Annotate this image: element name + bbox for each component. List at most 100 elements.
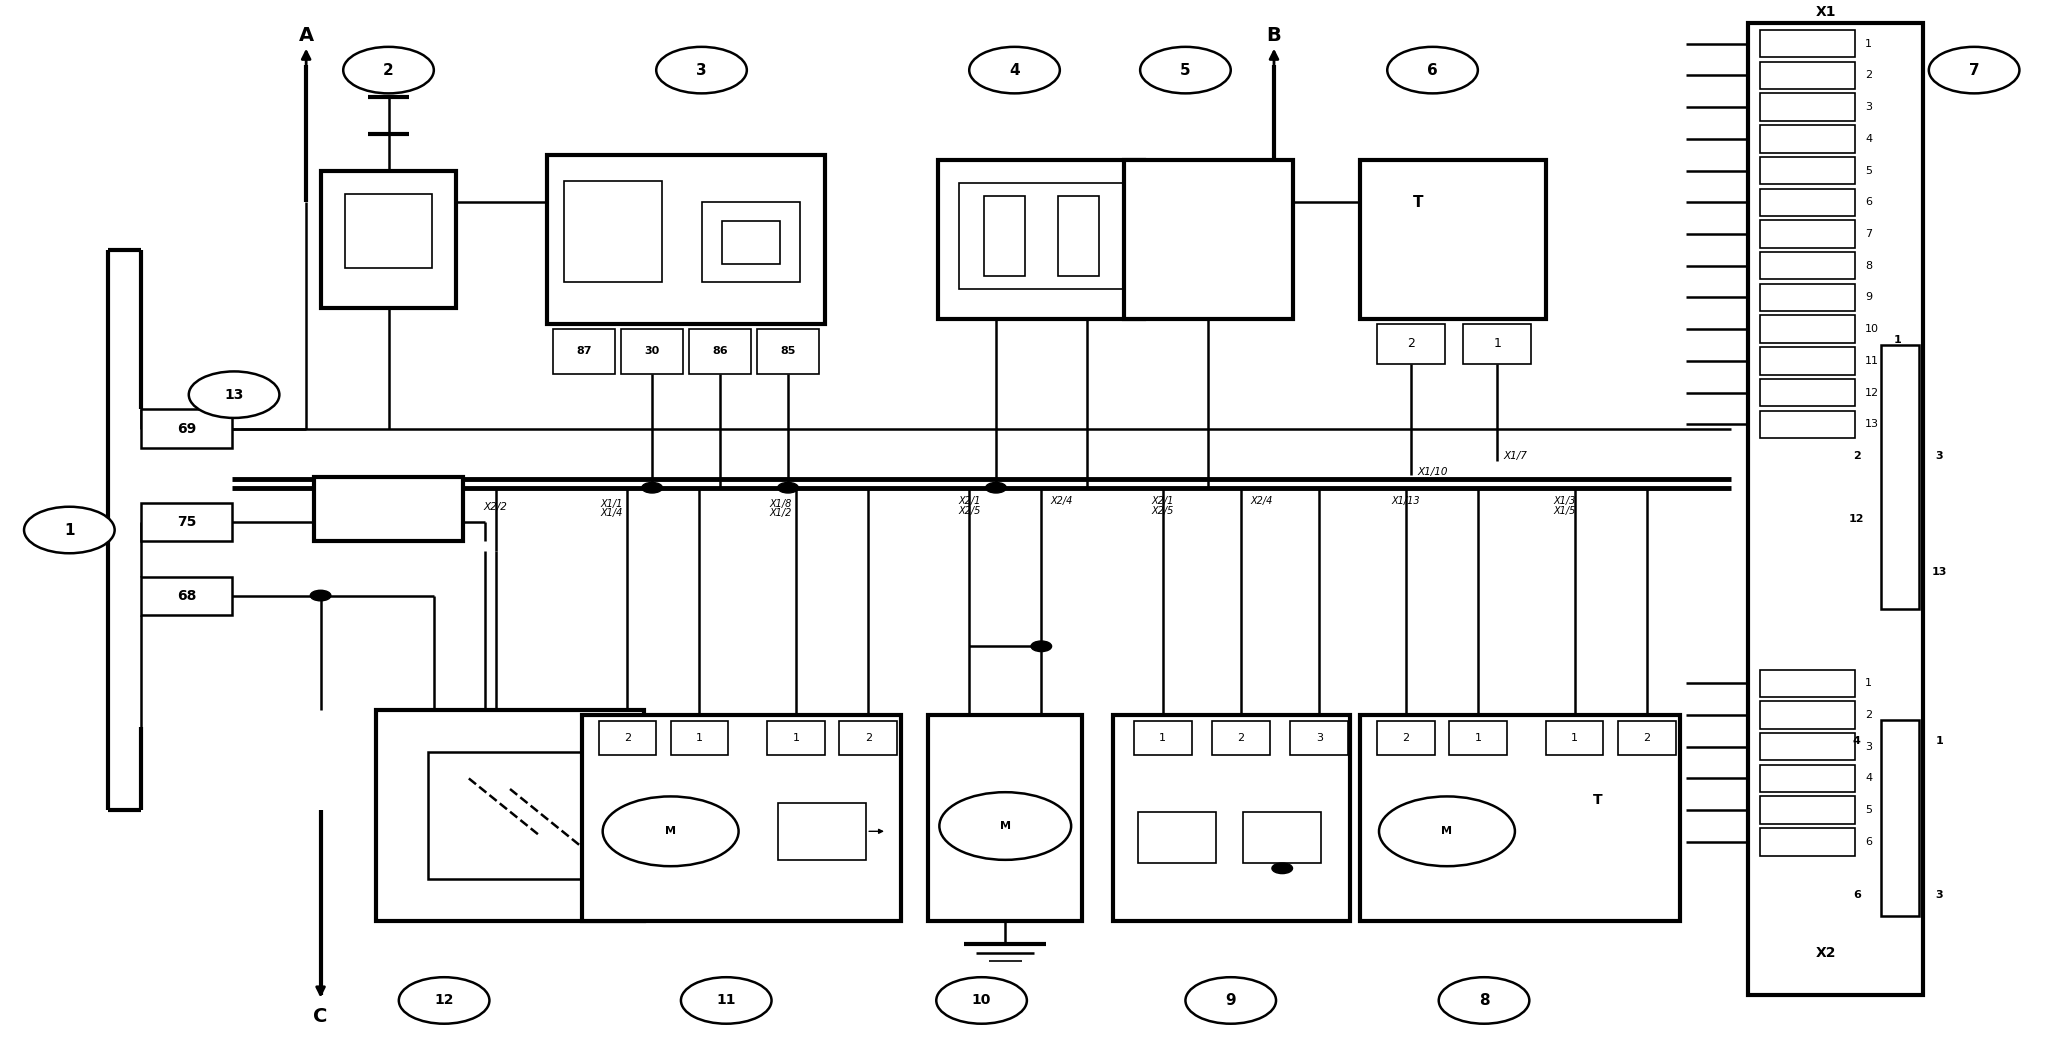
Circle shape [777,482,798,493]
Bar [1761,670,1854,697]
Circle shape [1031,641,1052,652]
Text: A: A [299,25,313,45]
Text: X1/5: X1/5 [1553,506,1575,516]
Bar [1138,812,1217,863]
Text: T: T [1592,793,1602,807]
Text: 1: 1 [1895,335,1901,344]
Text: 2: 2 [1643,734,1650,743]
Bar [689,329,751,373]
Bar [1291,722,1349,755]
Bar [1761,252,1854,280]
Circle shape [342,47,433,93]
Bar [1619,722,1676,755]
Bar [581,716,901,921]
Text: 2: 2 [1854,450,1860,461]
Circle shape [940,792,1070,860]
Text: C: C [313,1007,328,1026]
Text: 1: 1 [1936,737,1942,746]
Text: X2/1: X2/1 [959,496,979,507]
Text: 11: 11 [716,993,736,1007]
Text: 5: 5 [1179,63,1190,77]
Text: 8: 8 [1864,261,1872,270]
Bar [313,477,462,541]
Circle shape [680,977,771,1024]
Text: 1: 1 [1864,678,1872,688]
Text: 7: 7 [1864,229,1872,239]
Bar [375,710,643,921]
Bar [142,409,233,447]
Text: 5: 5 [1864,806,1872,815]
Circle shape [602,796,738,866]
Text: X2/4: X2/4 [1052,496,1072,507]
Circle shape [1272,863,1293,873]
Bar [1761,61,1854,89]
Text: X2: X2 [1817,946,1835,960]
Circle shape [656,47,746,93]
Circle shape [1379,796,1516,866]
Text: 12: 12 [1864,388,1878,398]
Circle shape [1388,47,1478,93]
Bar [1761,157,1854,184]
Bar [1881,721,1918,916]
Bar [344,194,431,268]
Circle shape [1140,47,1231,93]
Text: 13: 13 [1932,567,1947,578]
Text: 6: 6 [1864,197,1872,208]
Circle shape [309,590,330,601]
Bar [1761,125,1854,153]
Bar [1761,220,1854,248]
Text: 13: 13 [1864,420,1878,429]
Bar [142,502,233,541]
Text: 7: 7 [1969,63,1980,77]
Bar [1761,284,1854,312]
Text: 1: 1 [697,734,703,743]
Text: X1/10: X1/10 [1417,466,1448,477]
Text: 30: 30 [645,347,660,356]
Bar [1761,796,1854,824]
Circle shape [1186,977,1276,1024]
Text: 2: 2 [1406,337,1415,351]
Text: 69: 69 [177,422,196,436]
Text: 87: 87 [577,347,592,356]
Bar [621,329,683,373]
Bar [1058,196,1099,277]
Text: X1/4: X1/4 [600,508,623,518]
Text: B: B [1266,25,1281,45]
Text: 6: 6 [1854,889,1860,900]
Bar [1361,716,1681,921]
Circle shape [25,507,115,553]
Text: 6: 6 [1427,63,1437,77]
Text: 1: 1 [1474,734,1481,743]
Text: T: T [1412,195,1423,210]
Text: 5: 5 [1864,165,1872,176]
Text: 1: 1 [64,523,74,537]
Bar [320,171,456,308]
Text: 86: 86 [711,347,728,356]
Text: 3: 3 [697,63,707,77]
Bar [1881,344,1918,610]
Text: 3: 3 [1316,734,1324,743]
Bar [1761,93,1854,121]
Text: X1/7: X1/7 [1503,450,1528,461]
Bar [563,181,662,282]
Circle shape [1439,977,1530,1024]
Text: 2: 2 [1402,734,1408,743]
Text: 4: 4 [1008,63,1021,77]
Text: X2/5: X2/5 [1151,506,1173,516]
Bar [1134,722,1192,755]
Bar [722,222,779,264]
Text: 75: 75 [177,514,196,529]
Text: 3: 3 [1864,102,1872,112]
Text: 3: 3 [1936,450,1942,461]
Text: 9: 9 [1864,293,1872,302]
Text: 2: 2 [384,63,394,77]
Text: M: M [1441,827,1452,836]
Bar [777,802,866,860]
Text: X1/13: X1/13 [1392,496,1421,507]
Text: 10: 10 [971,993,992,1007]
Text: M: M [666,827,676,836]
Text: 1: 1 [1159,734,1167,743]
Text: X1/2: X1/2 [769,508,792,518]
Text: 8: 8 [1478,993,1489,1008]
Bar [1450,722,1507,755]
